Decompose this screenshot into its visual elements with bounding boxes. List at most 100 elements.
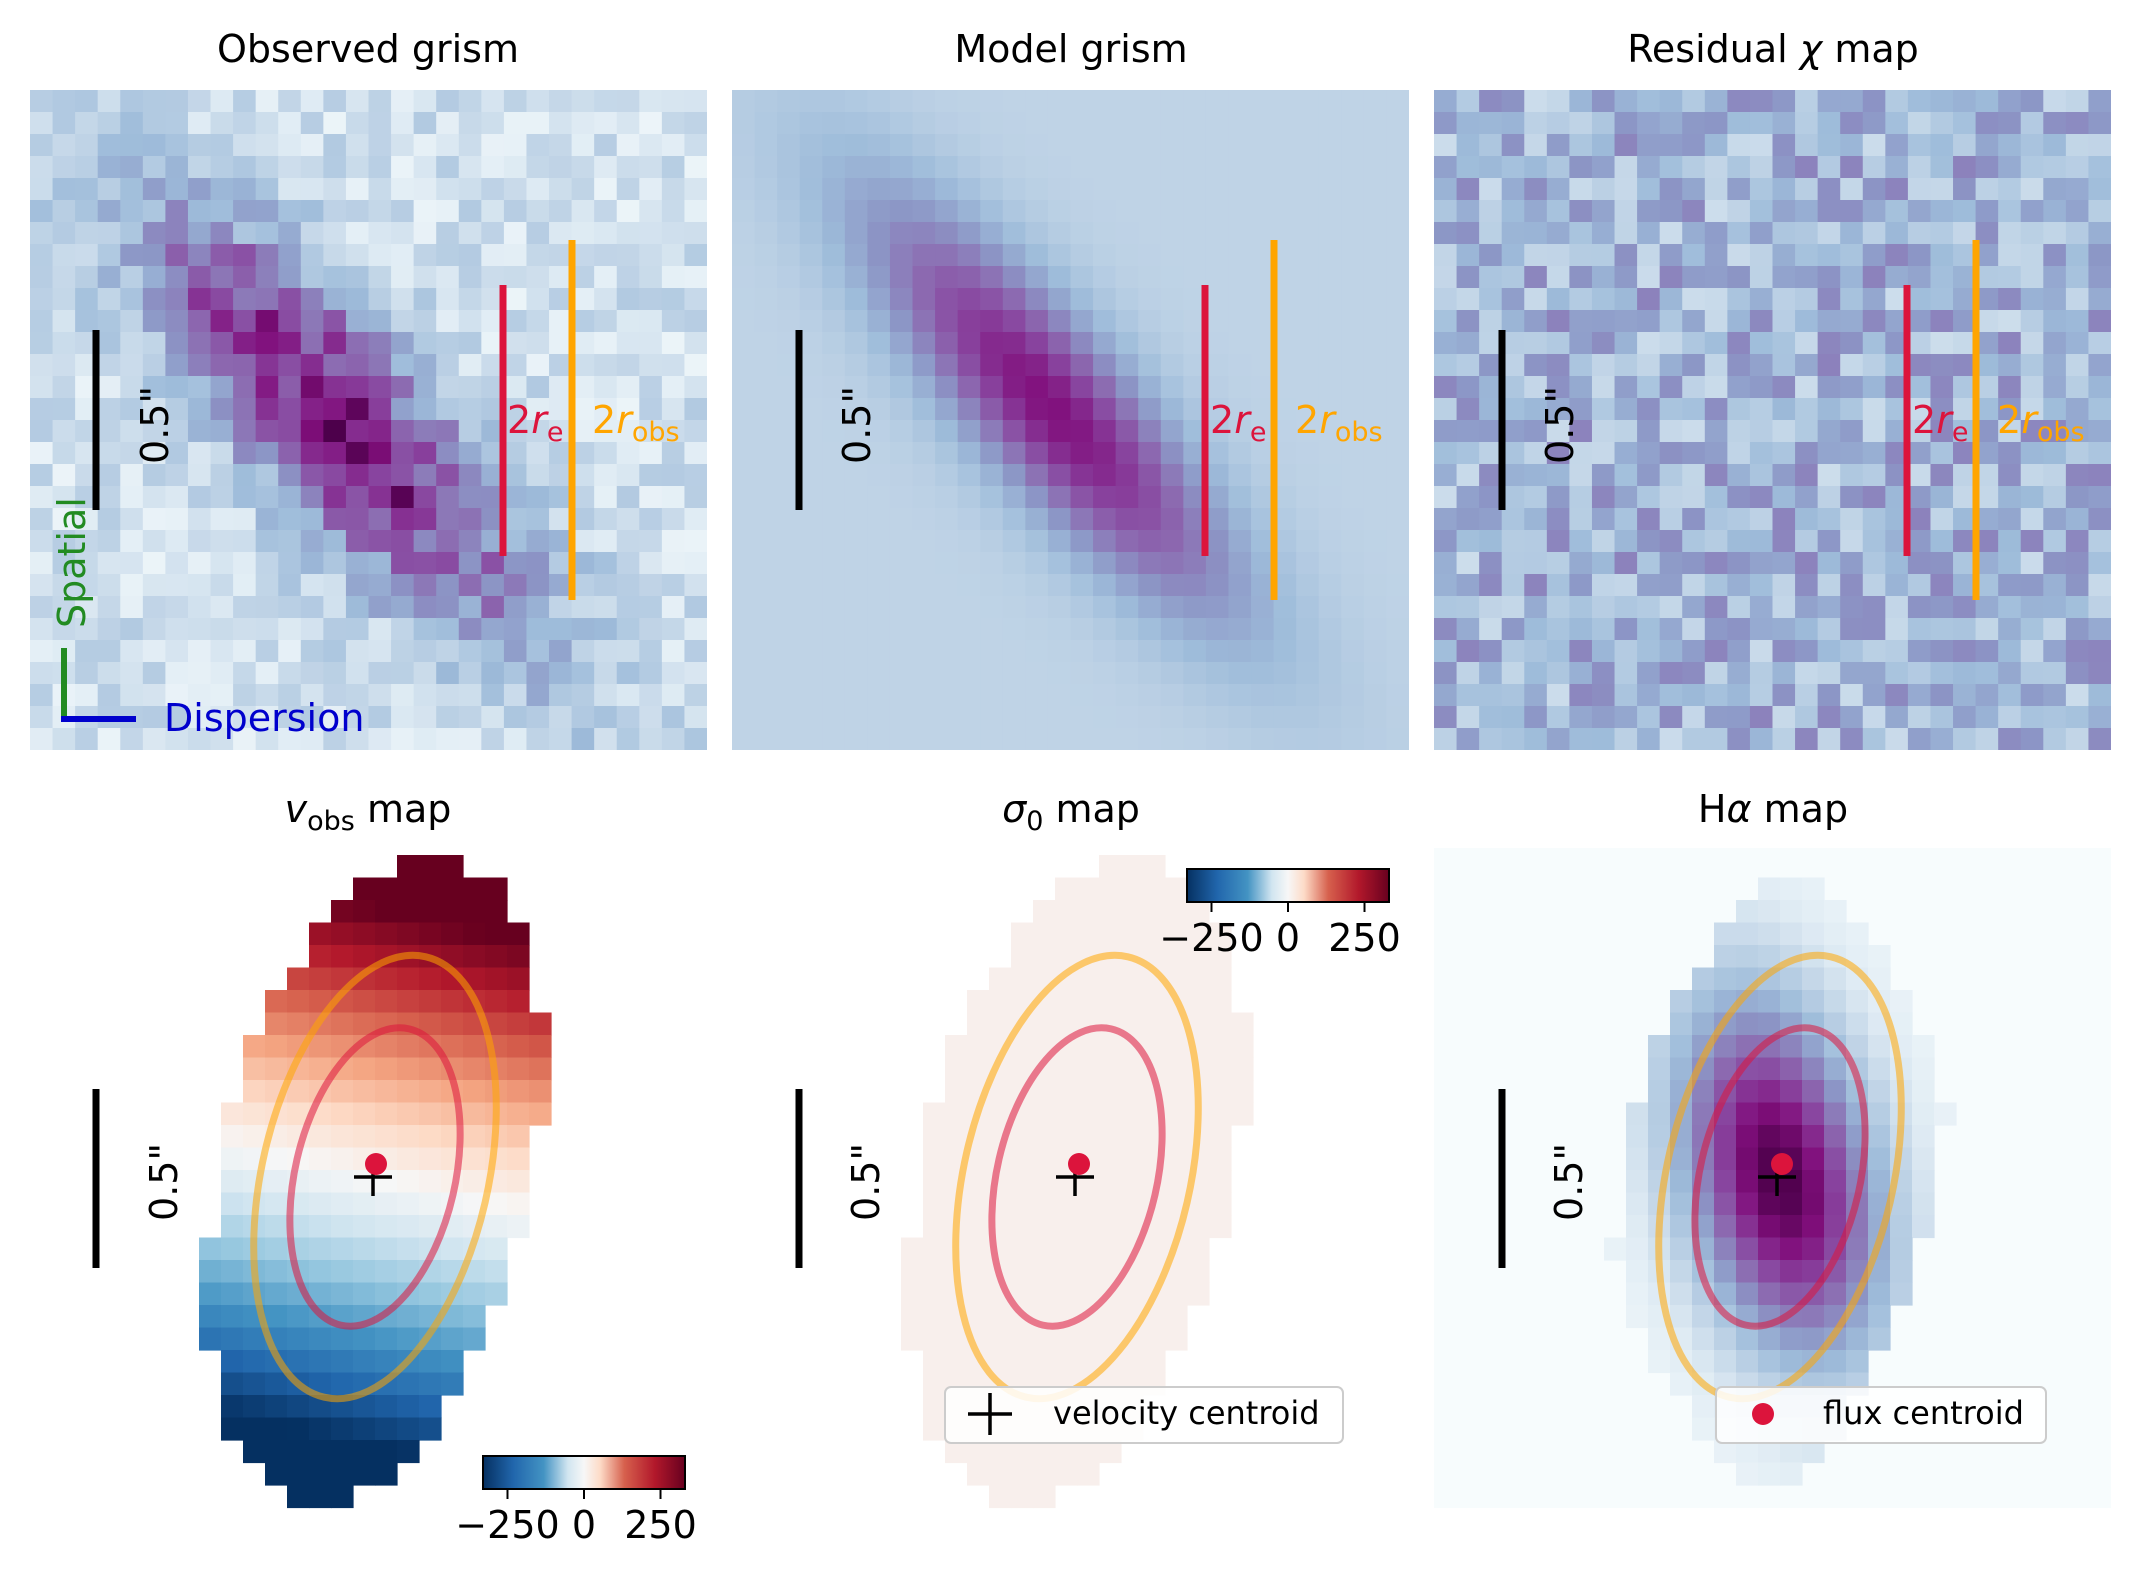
map-pixel [331,900,354,924]
heatmap-pixel [571,398,595,421]
heatmap-pixel [1795,376,1819,399]
heatmap-pixel [1273,574,1297,597]
heatmap-pixel [1546,662,1570,685]
heatmap-pixel [1273,156,1297,179]
heatmap-pixel [1569,552,1593,575]
heatmap-pixel [754,596,778,619]
map-pixel [441,1035,464,1059]
heatmap-pixel [1704,574,1728,597]
heatmap-pixel [1318,266,1342,289]
map-pixel [309,1440,332,1464]
heatmap-pixel [458,134,482,157]
heatmap-pixel [1025,244,1049,267]
heatmap-pixel [1704,222,1728,245]
heatmap-pixel [1930,310,1954,333]
heatmap-pixel [1569,288,1593,311]
map-pixel [967,1305,990,1329]
map-pixel [1165,1125,1188,1149]
heatmap-pixel [1386,222,1409,245]
heatmap-pixel [1975,684,1999,707]
heatmap-pixel [1434,376,1458,399]
heatmap-pixel [1183,222,1207,245]
heatmap-pixel [1479,310,1503,333]
heatmap-pixel [1614,244,1638,267]
heatmap-pixel [799,706,823,729]
heatmap-pixel [1002,574,1026,597]
heatmap-pixel [1817,640,1841,663]
map-pixel [1121,877,1144,901]
heatmap-pixel [777,662,801,685]
heatmap-pixel [458,618,482,641]
heatmap-pixel [980,200,1004,223]
heatmap-pixel [1727,618,1751,641]
map-pixel [1758,1057,1781,1081]
heatmap-pixel [1138,90,1162,113]
heatmap-pixel [1975,310,1999,333]
heatmap-pixel [980,574,1004,597]
heatmap-pixel [1501,464,1525,487]
heatmap-pixel [1183,376,1207,399]
heatmap-pixel [97,222,121,245]
heatmap-pixel [413,332,437,355]
heatmap-pixel [1273,200,1297,223]
heatmap-pixel [1341,288,1365,311]
heatmap-pixel [1296,640,1320,663]
heatmap-pixel [1296,134,1320,157]
heatmap-pixel [1817,376,1841,399]
heatmap-pixel [52,442,76,465]
map-pixel [1758,1192,1781,1216]
heatmap-pixel [52,222,76,245]
heatmap-pixel [1341,684,1365,707]
heatmap-pixel [799,530,823,553]
heatmap-pixel [2020,90,2044,113]
heatmap-pixel [1840,662,1864,685]
heatmap-pixel [549,222,573,245]
heatmap-pixel [1569,486,1593,509]
heatmap-pixel [2043,728,2067,750]
heatmap-pixel [1183,486,1207,509]
heatmap-pixel [1885,156,1909,179]
heatmap-pixel [1434,266,1458,289]
heatmap-pixel [1795,112,1819,135]
heatmap-pixel [1637,508,1661,531]
heatmap-pixel [1885,90,1909,113]
map-pixel [265,1215,288,1239]
heatmap-pixel [616,508,640,531]
map-pixel [397,1305,420,1329]
heatmap-pixel [391,552,415,575]
heatmap-pixel [957,662,981,685]
heatmap-pixel [368,376,392,399]
map-pixel [1099,855,1122,879]
map-pixel [419,1395,442,1419]
heatmap-pixel [1318,662,1342,685]
heatmap-pixel [233,310,257,333]
heatmap-pixel [1953,332,1977,355]
heatmap-pixel [571,640,595,663]
heatmap-pixel [30,332,54,355]
heatmap-pixel [867,508,891,531]
heatmap-pixel [1205,134,1230,157]
heatmap-pixel [732,332,756,355]
map-pixel [419,1192,442,1216]
heatmap-pixel [2065,222,2090,245]
map-pixel [1099,1305,1122,1329]
map-pixel [353,1057,376,1081]
map-pixel [1077,1237,1100,1261]
heatmap-pixel [1228,728,1252,750]
heatmap-pixel [255,376,279,399]
heatmap-pixel [1047,398,1072,421]
map-pixel [221,1147,244,1171]
heatmap-pixel [754,662,778,685]
heatmap-pixel [684,244,707,267]
heatmap-pixel [1205,178,1230,201]
heatmap-pixel [1749,222,1774,245]
heatmap-pixel [549,376,573,399]
heatmap-pixel [1228,684,1252,707]
heatmap-pixel [1363,596,1388,619]
heatmap-pixel [255,398,279,421]
heatmap-pixel [526,706,550,729]
heatmap-pixel [549,398,573,421]
map-pixel [1824,967,1847,991]
heatmap-pixel [1569,112,1593,135]
heatmap-pixel [1456,684,1480,707]
